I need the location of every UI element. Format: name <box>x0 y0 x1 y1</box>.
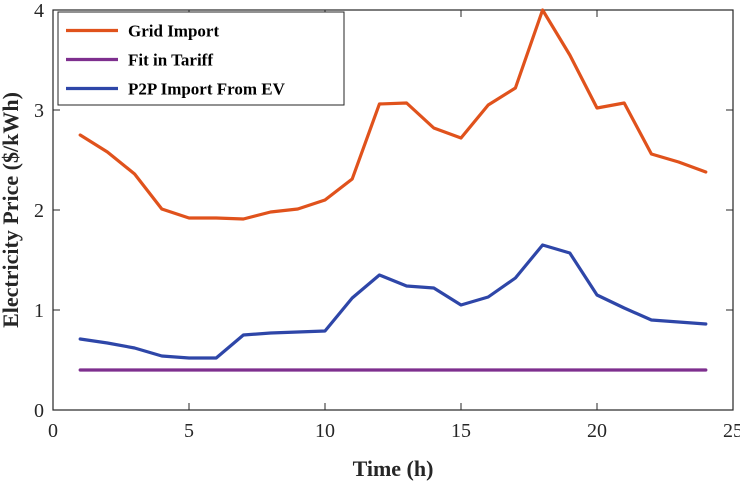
y-tick-label: 4 <box>34 0 44 22</box>
y-tick-label: 0 <box>34 400 44 422</box>
legend-label-fit-in-tariff: Fit in Tariff <box>128 51 213 70</box>
series-group <box>78 8 708 372</box>
legend-label-grid-import: Grid Import <box>128 22 219 41</box>
series-line-grid-import <box>78 8 708 221</box>
legend: Grid Import Fit in Tariff P2P Import From … <box>57 11 345 106</box>
x-tick-label: 10 <box>315 420 335 442</box>
y-axis: 0 1 2 3 4 <box>34 0 733 422</box>
y-tick-label: 2 <box>34 200 44 222</box>
y-tick-label: 3 <box>34 100 44 122</box>
x-tick-label: 25 <box>723 420 740 442</box>
x-axis: 0 5 10 15 20 25 <box>48 10 740 442</box>
x-tick-label: 20 <box>587 420 607 442</box>
x-tick-label: 0 <box>48 420 58 442</box>
series-line-p2p-import-from-ev <box>78 243 708 360</box>
y-axis-title: Electricity Price ($/kWh) <box>0 92 23 328</box>
y-tick-label: 1 <box>34 300 44 322</box>
legend-label-p2p-import-from-ev: P2P Import From EV <box>128 80 286 99</box>
x-axis-title: Time (h) <box>353 456 434 481</box>
x-tick-label: 5 <box>184 420 194 442</box>
x-tick-label: 15 <box>451 420 471 442</box>
